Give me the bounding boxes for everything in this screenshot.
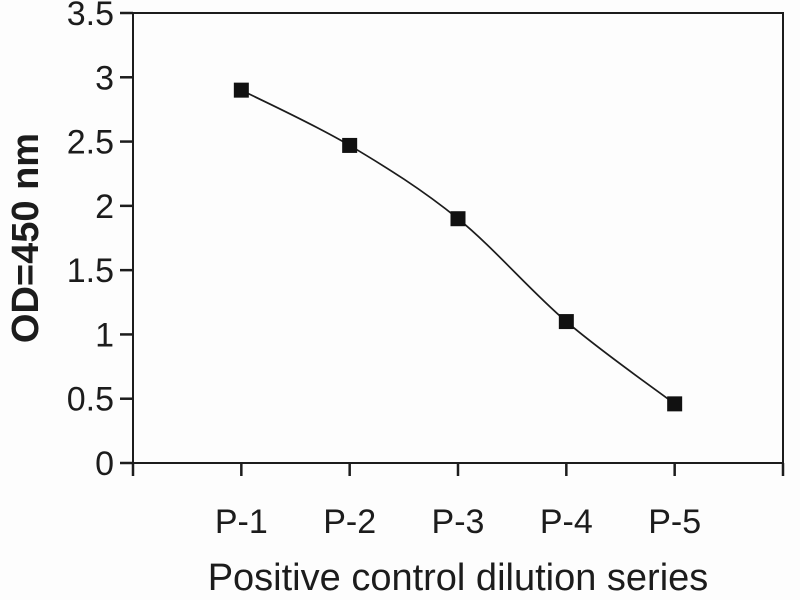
- plot-area-border: [132, 12, 784, 464]
- x-axis: P-1 P-2 P-3 P-4 P-5: [131, 463, 785, 541]
- x-tick-label: P-5: [648, 503, 701, 541]
- y-tick-label: 1.5: [67, 252, 114, 290]
- y-tick-label: 1: [95, 316, 114, 354]
- y-tick-label: 2: [95, 188, 114, 226]
- y-axis-title: OD=450 nm: [5, 133, 47, 343]
- x-tick-label: P-4: [540, 503, 593, 541]
- y-tick-label: 0: [95, 445, 114, 483]
- x-tick-label: P-3: [432, 503, 485, 541]
- series-line: [240, 89, 676, 405]
- data-point-marker: [233, 82, 249, 98]
- y-tick-label: 3.5: [67, 0, 114, 33]
- data-point-marker: [450, 211, 466, 227]
- plot-border: [132, 12, 784, 464]
- x-tick-label: P-1: [215, 503, 268, 541]
- y-tick-label: 2.5: [67, 124, 114, 162]
- data-point-marker: [667, 396, 683, 412]
- data-point-markers: [233, 82, 683, 412]
- x-axis-title: Positive control dilution series: [208, 557, 709, 599]
- y-tick-label: 3: [95, 59, 114, 97]
- x-tick-label: P-2: [323, 503, 376, 541]
- y-axis: 0 0.5 1 1.5 2 2.5 3 3.5: [67, 0, 133, 483]
- y-tick-label: 0.5: [67, 381, 114, 419]
- data-point-marker: [342, 137, 358, 153]
- data-point-marker: [558, 314, 574, 330]
